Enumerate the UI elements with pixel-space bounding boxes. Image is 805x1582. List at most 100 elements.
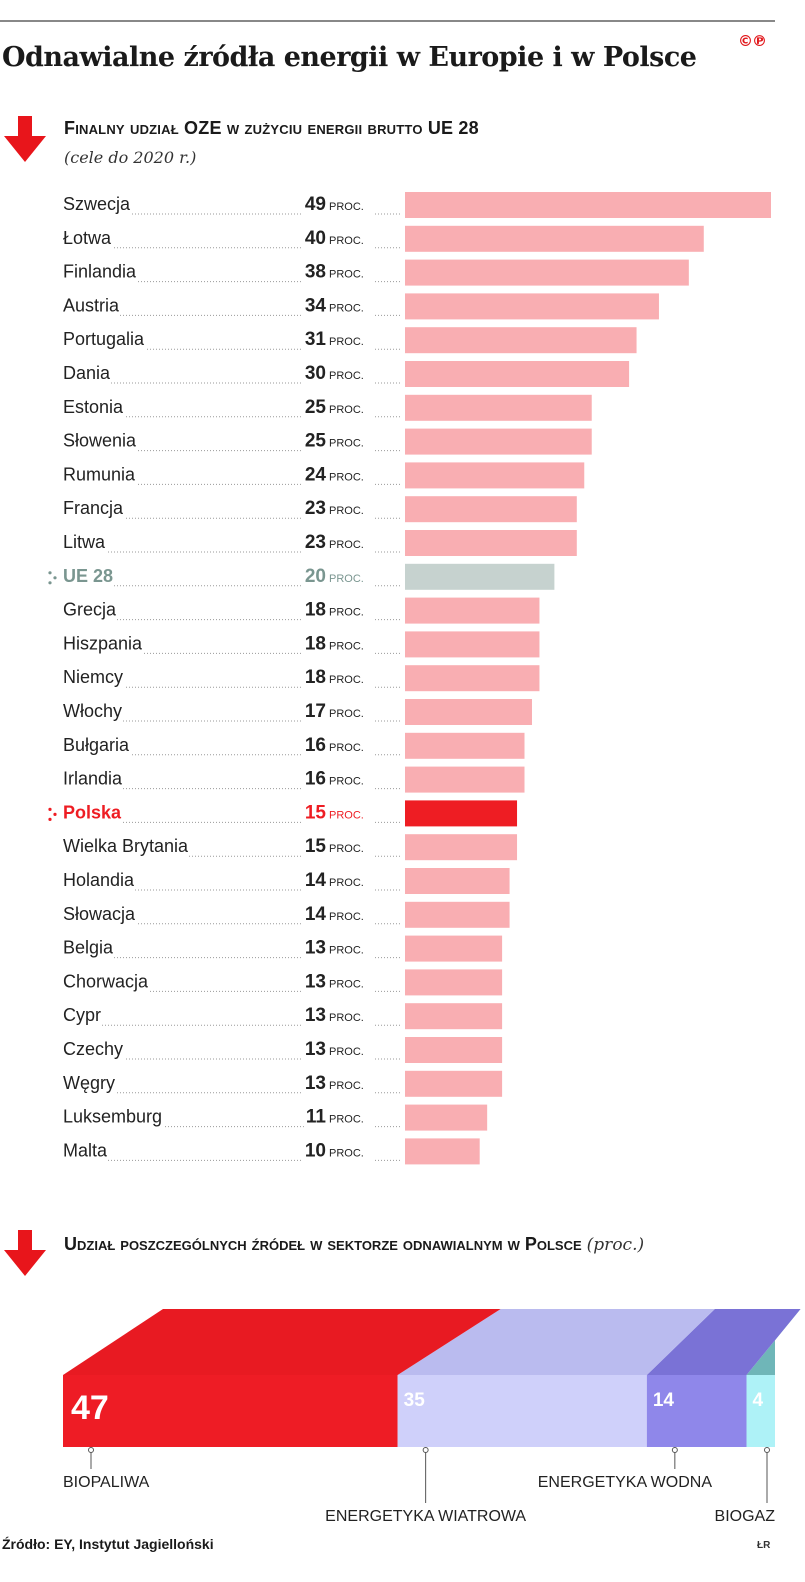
segment-top-energetyka-wodna (646, 1309, 801, 1375)
marker-dot (53, 812, 57, 817)
label-backing (61, 462, 137, 489)
segment-tick-dot (764, 1447, 770, 1453)
value-backing (302, 631, 374, 658)
value-backing (302, 597, 374, 624)
category-label: Holandia (63, 870, 135, 890)
unit-label: PROC. (329, 370, 364, 382)
bar-Hiszpania (405, 631, 540, 658)
value-backing (302, 1070, 374, 1097)
unit-label: PROC. (329, 539, 364, 551)
value-backing (302, 496, 374, 523)
value-backing (302, 732, 374, 759)
bar-Łotwa (405, 225, 704, 252)
segment-category-label: ENERGETYKA WODNA (538, 1474, 713, 1491)
bar-Chorwacja (405, 969, 503, 996)
segment-tick-dot (671, 1447, 678, 1453)
category-label: Wielka Brytania (63, 836, 189, 856)
value-backing (302, 293, 374, 320)
unit-label: PROC. (329, 607, 364, 619)
value-label: 49 (305, 194, 326, 215)
unit-label: PROC. (329, 471, 364, 483)
segment-value-label: 35 (404, 1390, 426, 1411)
marker-dot (48, 571, 52, 575)
category-label: Irlandia (63, 769, 123, 789)
value-backing (302, 530, 374, 556)
top-rule (0, 20, 775, 22)
segment-value-label: 14 (653, 1390, 675, 1411)
unit-label: PROC. (329, 336, 364, 348)
category-label: Malta (63, 1140, 108, 1160)
label-backing (61, 496, 125, 523)
value-backing (302, 361, 374, 387)
label-backing (61, 732, 131, 759)
segment-top-biogaz (746, 1309, 801, 1375)
bar-Bułgaria (405, 732, 525, 759)
segment-tick-dot (88, 1447, 94, 1453)
unit-label: PROC. (329, 1080, 364, 1092)
bar-Rumunia (405, 462, 585, 489)
bar-Węgry (405, 1070, 503, 1097)
unit-label: PROC. (329, 809, 364, 821)
category-label: UE 28 (63, 566, 113, 586)
value-backing (302, 1138, 374, 1165)
bar-Słowenia (405, 428, 592, 455)
value-label: 20 (305, 566, 326, 587)
value-label: 13 (305, 938, 326, 959)
value-label: 40 (305, 228, 326, 249)
unit-label: PROC. (329, 776, 364, 788)
value-label: 15 (305, 836, 327, 857)
label-backing (61, 665, 125, 692)
bar-Irlandia (405, 766, 525, 793)
segment-category-label: ENERGETYKA WIATROWA (325, 1508, 526, 1525)
label-backing (61, 868, 136, 894)
oze-share-bar-chart: Szwecja 49 PROC.Łotwa 40 PROC.Finlandia 38 PRO… (48, 192, 771, 1165)
unit-label: PROC. (329, 573, 364, 585)
value-label: 23 (305, 498, 326, 519)
section-title-note: (proc.) (586, 1235, 645, 1255)
marker-dot (53, 576, 57, 580)
segment-category-label: BIOGAZ (715, 1508, 776, 1525)
value-backing (302, 834, 374, 861)
unit-label: PROC. (329, 1147, 364, 1159)
label-backing (61, 834, 190, 861)
value-label: 18 (305, 633, 326, 654)
segment-top-energetyka-wiatrowa (397, 1309, 715, 1375)
bar-Estonia (405, 394, 592, 421)
value-label: 25 (305, 397, 327, 418)
section-title-poland-sources: Udział poszczególnych źródeł w sektorze … (64, 1230, 764, 1259)
value-backing (302, 259, 374, 286)
value-backing (302, 699, 374, 725)
label-backing (61, 766, 124, 793)
unit-label: PROC. (329, 404, 364, 416)
label-backing (61, 225, 113, 252)
value-backing (302, 868, 374, 894)
down-arrow-icon (4, 116, 46, 162)
value-backing (302, 192, 374, 218)
category-label: Austria (63, 295, 120, 315)
unit-label: PROC. (329, 911, 364, 923)
category-label: Bułgaria (63, 735, 130, 755)
label-backing (61, 192, 132, 218)
value-backing (303, 1104, 374, 1131)
value-backing (302, 563, 374, 590)
label-backing (61, 901, 137, 928)
value-backing (302, 327, 374, 354)
bar-Austria (405, 293, 659, 320)
category-label: Rumunia (63, 464, 136, 484)
value-label: 18 (305, 600, 326, 621)
unit-label: PROC. (329, 235, 364, 247)
unit-label: PROC. (329, 269, 364, 281)
category-label: Portugalia (63, 329, 145, 349)
category-label: Belgia (63, 938, 114, 958)
value-label: 13 (305, 1073, 326, 1094)
label-backing (61, 394, 125, 421)
label-backing (61, 361, 112, 387)
label-backing (61, 327, 146, 354)
value-label: 38 (305, 262, 326, 283)
bar-Holandia (405, 868, 510, 894)
category-label: Litwa (63, 532, 106, 552)
label-backing (61, 293, 121, 320)
unit-label: PROC. (329, 1012, 364, 1024)
label-backing (61, 530, 107, 556)
value-label: 14 (305, 904, 327, 925)
